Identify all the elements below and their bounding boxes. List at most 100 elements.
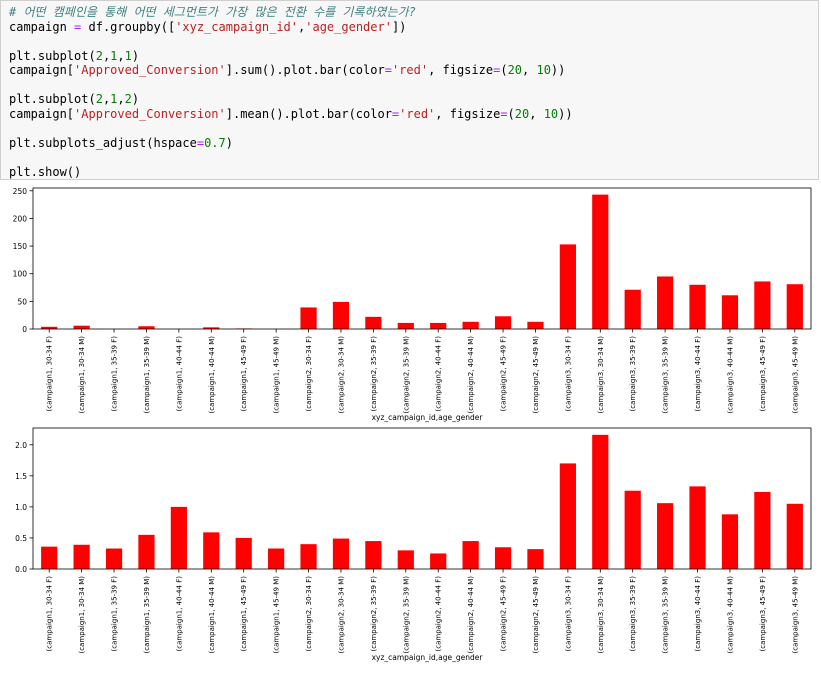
code-token: ): [131, 48, 140, 63]
x-tick-label: (campaign2, 45-49 M): [532, 336, 540, 414]
bar: [624, 490, 641, 569]
code-token: ]): [391, 19, 407, 34]
x-tick-label: (campaign3, 45-49 M): [791, 336, 799, 414]
x-tick-label: (campaign3, 30-34 F): [564, 576, 572, 652]
code-token: 1: [124, 48, 132, 63]
x-tick-label: (campaign1, 30-34 F): [46, 576, 54, 652]
plot-frame: [32, 427, 812, 570]
bar: [268, 548, 285, 569]
code-line: plt.subplots_adjust(hspace=0.7): [9, 136, 810, 151]
bar: [41, 546, 58, 569]
x-tick-label: (campaign2, 40-44 F): [435, 576, 443, 652]
code-token: plt.subplots_adjust(hspace: [9, 135, 197, 150]
code-line: [9, 121, 810, 136]
y-tick-label: 0.5: [15, 534, 27, 543]
code-token: ].mean().plot.bar(color: [225, 106, 392, 121]
x-tick-label: (campaign3, 45-49 F): [759, 576, 767, 652]
x-tick-label: (campaign1, 30-34 F): [46, 336, 54, 412]
bar: [754, 491, 771, 569]
code-line: campaign['Approved_Conversion'].sum().pl…: [9, 63, 810, 78]
x-tick-label: (campaign1, 40-44 M): [208, 576, 216, 654]
bar: [592, 194, 609, 329]
bar: [105, 548, 123, 569]
code-token: 2: [95, 48, 103, 63]
bar: [559, 463, 576, 569]
y-tick-label: 150: [13, 242, 28, 251]
code-token: 1: [110, 92, 118, 106]
output-area: 0 50 100 150 200 250 (campaign1, 30-34 F) (camp…: [0, 182, 821, 675]
x-tick-label: (campaign2, 30-34 F): [305, 336, 313, 412]
code-token: 2: [95, 92, 103, 106]
bar: [203, 532, 220, 569]
x-tick-label: (campaign1, 40-44 F): [175, 336, 183, 412]
bar: [721, 295, 739, 329]
bar: [430, 553, 447, 569]
x-tick-label: (campaign3, 35-39 M): [662, 336, 670, 414]
y-tick-label: 100: [13, 270, 28, 279]
code-line: [9, 34, 810, 49]
code-token: (: [507, 106, 515, 121]
bar: [689, 486, 706, 569]
code-token: )): [550, 63, 566, 77]
x-tick-label: (campaign1, 30-34 M): [78, 576, 86, 654]
bar: [332, 538, 350, 569]
code-token: ,: [117, 92, 125, 106]
x-tick-label: (campaign2, 35-39 M): [402, 576, 410, 654]
bar: [332, 301, 350, 329]
bar: [527, 321, 544, 329]
code-token: ,: [102, 92, 111, 106]
code-line: plt.show(): [9, 165, 810, 180]
code-line: [9, 150, 810, 165]
bar: [559, 244, 576, 329]
x-tick-label: (campaign3, 40-44 M): [726, 336, 734, 414]
x-tick-label: (campaign3, 30-34 M): [597, 336, 605, 414]
code-cell[interactable]: # 어떤 캠페인을 통해 어떤 세그먼트가 가장 많은 전환 수를 기록하였는가…: [0, 0, 819, 180]
code-token: =: [196, 135, 205, 150]
code-token: ,: [529, 106, 544, 121]
x-tick-label: (campaign1, 45-49 M): [273, 336, 281, 414]
code-editor[interactable]: # 어떤 캠페인을 통해 어떤 세그먼트가 가장 많은 전환 수를 기록하였는가…: [1, 1, 818, 183]
code-token: 10: [543, 106, 559, 121]
code-token: 20: [507, 63, 523, 77]
code-token: campaign[: [9, 63, 75, 77]
code-token: =: [74, 19, 82, 34]
code-line: [9, 78, 810, 93]
code-token: , figsize: [435, 106, 501, 121]
x-tick-label: (campaign1, 40-44 F): [175, 576, 183, 652]
code-token: plt.show(): [9, 164, 82, 179]
x-tick-label: (campaign3, 30-34 F): [564, 336, 572, 412]
code-token: ,: [117, 48, 125, 63]
code-line: campaign = df.groupby(['xyz_campaign_id'…: [9, 20, 810, 35]
y-tick-label: 0: [22, 325, 27, 334]
bar: [170, 506, 187, 569]
y-tick-label: 2.0: [15, 441, 27, 450]
code-token: ].sum().plot.bar(color: [225, 63, 385, 77]
x-tick-label: (campaign3, 35-39 F): [629, 336, 637, 412]
x-tick-label: (campaign2, 40-44 F): [435, 336, 443, 412]
bar: [462, 321, 479, 329]
code-token: 20: [514, 106, 530, 121]
bar: [41, 326, 58, 329]
code-token: 0.7: [204, 135, 226, 150]
code-token: ,: [102, 48, 111, 63]
code-token: 2: [124, 92, 132, 106]
x-tick-label: (campaign1, 35-39 F): [111, 576, 119, 652]
x-tick-label: (campaign2, 45-49 F): [500, 576, 508, 652]
bar: [365, 541, 382, 569]
x-tick-label: (campaign2, 35-39 F): [370, 336, 378, 412]
bar: [689, 284, 706, 329]
bar: [397, 550, 414, 569]
code-token: =: [384, 63, 392, 77]
x-tick-label: (campaign1, 30-34 M): [78, 336, 86, 414]
bar: [462, 541, 479, 569]
chart-1: 0 50 100 150 200 250 (campaign1, 30-34 F) (camp…: [13, 187, 812, 422]
x-tick-label: (campaign3, 45-49 M): [791, 576, 799, 654]
bar: [365, 316, 382, 329]
bar: [721, 514, 739, 569]
x-tick-label: (campaign1, 35-39 F): [111, 336, 119, 412]
x-tick-label: (campaign2, 30-34 M): [337, 576, 345, 654]
bar: [786, 284, 803, 329]
code-token: campaign[: [9, 106, 75, 121]
x-tick-label: (campaign3, 30-34 M): [597, 576, 605, 654]
x-axis-label: xyz_campaign_id,age_gender: [372, 653, 484, 662]
